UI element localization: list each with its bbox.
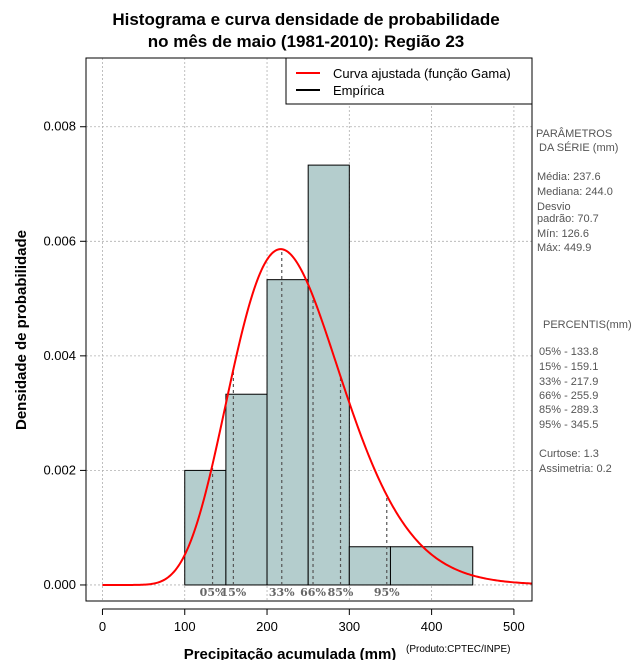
- percentile-marker-label-2: 33%: [269, 586, 295, 599]
- stat-padrao: padrão: 70.7: [537, 213, 599, 225]
- credit-label: (Produto:CPTEC/INPE): [406, 644, 510, 655]
- y-tick-label-0: 0.000: [43, 577, 76, 592]
- histogram-bar-0: [184, 469, 227, 586]
- legend-label-curve: Curva ajustada (função Gama): [333, 66, 511, 81]
- x-tick-label-5: 500: [503, 619, 525, 634]
- stat-mediana: Mediana: 244.0: [537, 186, 613, 198]
- percentile-marker-label-5: 95%: [374, 586, 400, 599]
- series-parameters-panel: PARÂMETROS DA SÉRIE (mm) Média: 237.6 Me…: [536, 127, 618, 254]
- stat-max: Máx: 449.9: [537, 242, 591, 254]
- y-tick-label-2: 0.004: [43, 348, 76, 363]
- params-subtitle: DA SÉRIE (mm): [539, 141, 618, 154]
- histogram-bar-2: [266, 279, 309, 586]
- x-tick-label-0: 0: [99, 619, 106, 634]
- histogram-bars: [184, 164, 474, 586]
- legend-label-empirica: Empírica: [333, 83, 385, 98]
- legend-box: [285, 57, 533, 105]
- stat-curtose: Curtose: 1.3: [539, 448, 599, 460]
- chart-title-line2: no mês de maio (1981-2010): Região 23: [148, 32, 465, 51]
- x-tick-label-1: 100: [174, 619, 196, 634]
- histogram-bar-5: [389, 546, 474, 586]
- percentil-33: 33% - 217.9: [539, 376, 598, 388]
- percentil-85: 85% - 289.3: [539, 404, 598, 416]
- chart-title-line1: Histograma e curva densidade de probabil…: [112, 10, 499, 29]
- percentil-05: 05% - 133.8: [539, 346, 598, 358]
- x-tick-label-4: 400: [421, 619, 443, 634]
- stat-assimetria: Assimetria: 0.2: [539, 463, 612, 475]
- params-title: PARÂMETROS: [536, 127, 612, 140]
- histogram-bar-3: [307, 164, 350, 586]
- percentile-marker-label-0: 05%: [200, 586, 226, 599]
- percentile-markers: 05%15% 33% 66% 85% 95%: [200, 249, 400, 599]
- y-tick-label-1: 0.002: [43, 462, 76, 477]
- x-tick-label-2: 200: [256, 619, 278, 634]
- y-tick-label-4: 0.008: [43, 119, 76, 134]
- axes: 0 100 200 300 400 500 0.000 0.002 0.004 0.006 0.00…: [43, 119, 524, 634]
- histogram-bar-4: [348, 546, 391, 586]
- y-tick-label-3: 0.006: [43, 233, 76, 248]
- stat-media: Média: 237.6: [537, 171, 601, 183]
- gamma-fit-curve: [102, 248, 533, 586]
- percentile-marker-label-4: 85%: [328, 586, 354, 599]
- x-axis-title: Precipitação acumulada (mm): [184, 646, 397, 660]
- stat-min: Mín: 126.6: [537, 228, 589, 240]
- percentil-66: 66% - 255.9: [539, 390, 598, 402]
- stat-desvio: Desvio: [537, 201, 571, 213]
- x-tick-label-3: 300: [338, 619, 360, 634]
- percentil-95: 95% - 345.5: [539, 419, 598, 431]
- legend: Curva ajustada (função Gama) Empírica: [285, 57, 533, 105]
- percentile-marker-label-3: 66%: [300, 586, 326, 599]
- percentil-15: 15% - 159.1: [539, 361, 598, 373]
- gamma-curve-layer: [102, 248, 533, 586]
- y-axis-title: Densidade de probabilidade: [13, 230, 30, 430]
- percentile-marker-label-1: 15%: [220, 586, 246, 599]
- percentiles-panel: PERCENTIS(mm) 05% - 133.8 15% - 159.1 33…: [539, 319, 632, 475]
- histogram-bar-1: [225, 393, 268, 586]
- percentis-title: PERCENTIS(mm): [543, 319, 632, 331]
